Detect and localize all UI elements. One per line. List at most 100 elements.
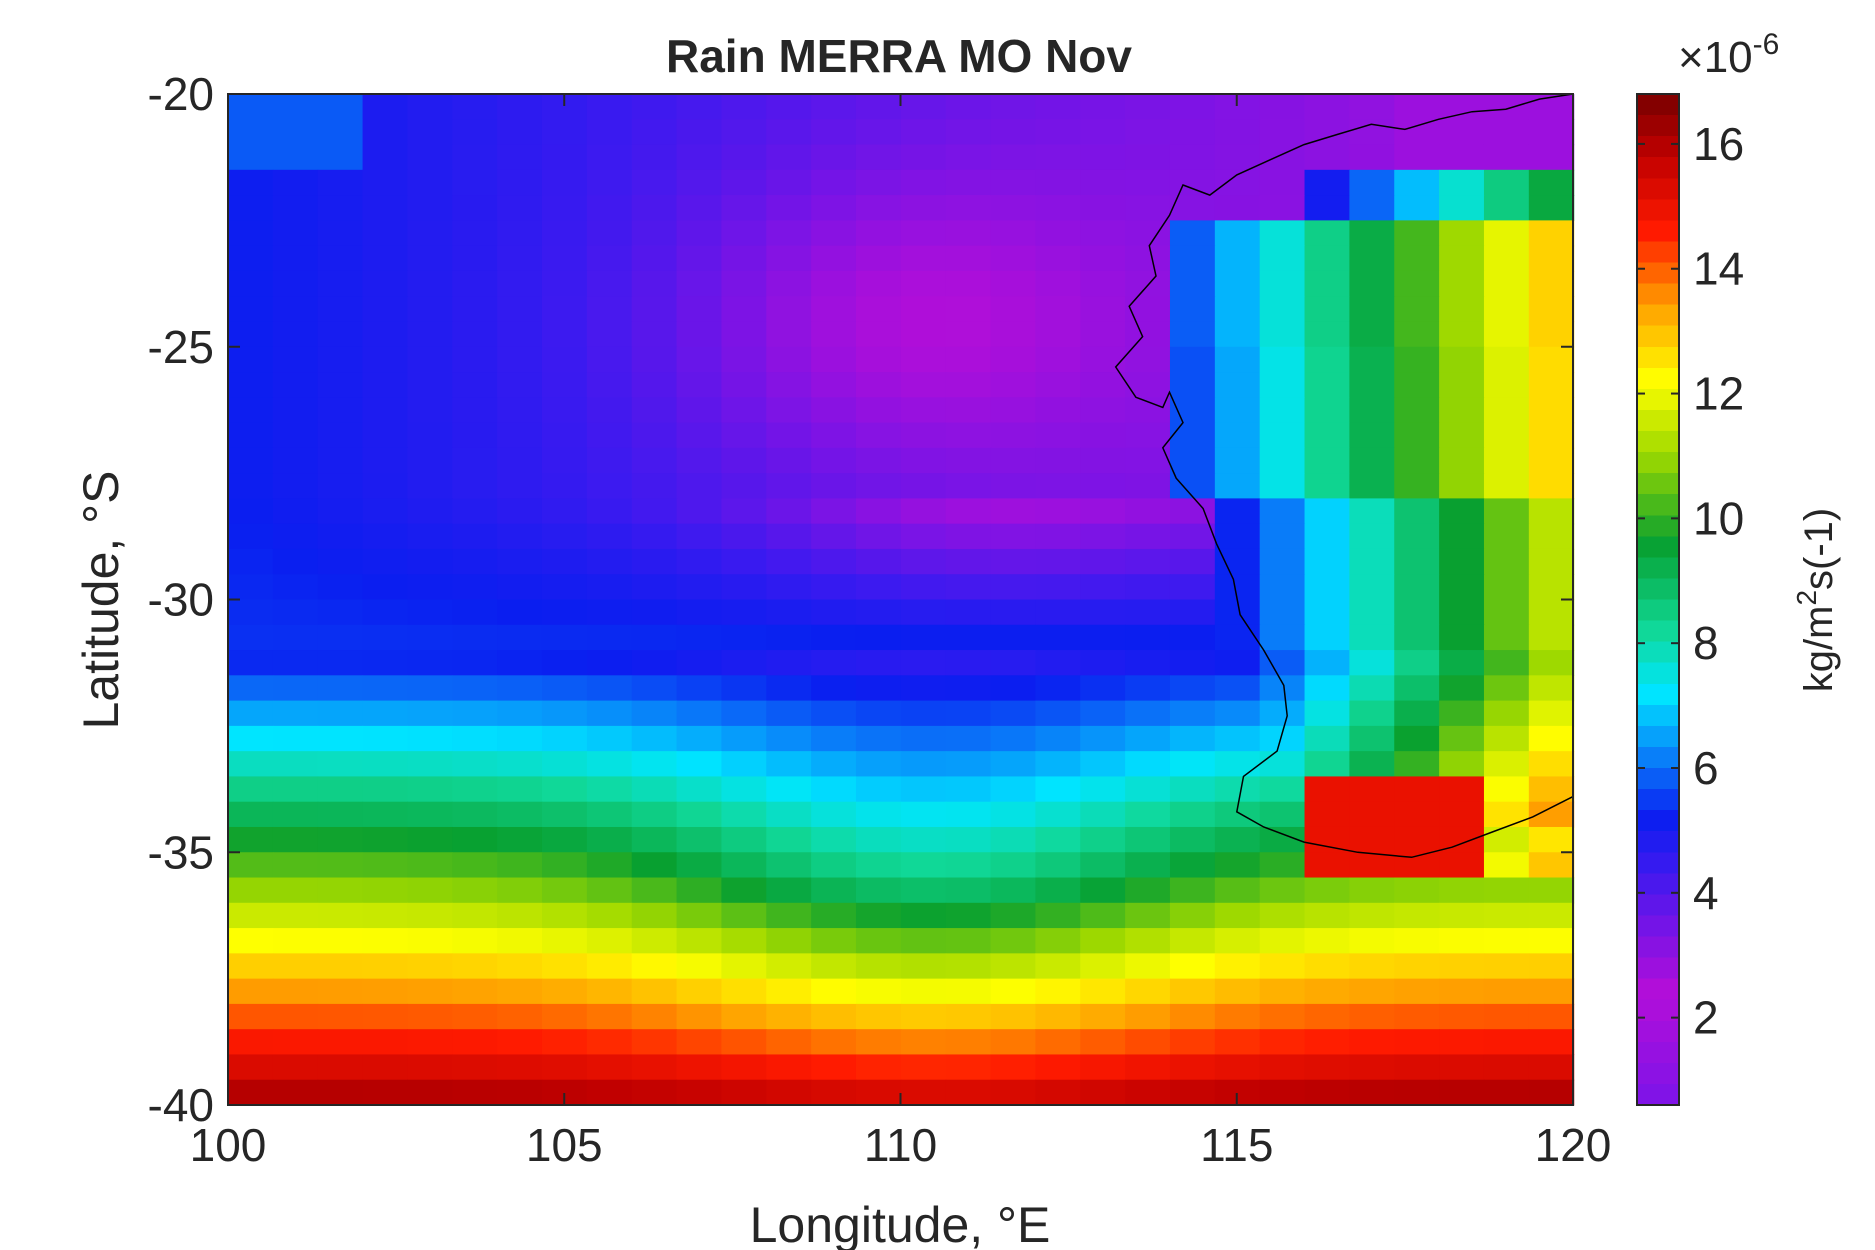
heatmap-cell xyxy=(407,346,453,373)
heatmap-cell xyxy=(1439,928,1485,954)
heatmap-cell xyxy=(1259,346,1306,373)
heatmap-cell xyxy=(541,144,588,171)
heatmap-cell xyxy=(1304,953,1350,980)
heatmap-cell xyxy=(900,372,947,398)
heatmap-cell xyxy=(1394,751,1440,778)
heatmap-cell xyxy=(1439,220,1485,247)
heatmap-cell xyxy=(1349,675,1395,702)
heatmap-cell xyxy=(1349,94,1395,120)
heatmap-cell xyxy=(1439,473,1485,500)
heatmap-cell xyxy=(1035,473,1081,500)
heatmap-cell xyxy=(721,599,767,626)
heatmap-cell xyxy=(766,321,812,348)
chart-title: Rain MERRA MO Nov xyxy=(666,30,1132,82)
heatmap-cell xyxy=(945,776,992,803)
y-tick-label: -30 xyxy=(148,574,214,626)
heatmap-cell xyxy=(1080,700,1126,727)
heatmap-cell xyxy=(1169,776,1216,803)
heatmap-cell xyxy=(1259,801,1306,828)
heatmap-cell xyxy=(452,574,498,601)
heatmap-cell xyxy=(317,498,364,525)
heatmap-cell xyxy=(1304,270,1350,297)
heatmap-cell xyxy=(1394,675,1440,702)
heatmap-cell xyxy=(676,498,722,525)
heatmap-cell xyxy=(317,599,364,626)
heatmap-cell xyxy=(900,473,947,500)
heatmap-cell xyxy=(1214,548,1261,575)
heatmap-cell xyxy=(1080,220,1126,247)
heatmap-cell xyxy=(1259,751,1306,778)
heatmap-cell xyxy=(676,1054,722,1081)
heatmap-cell xyxy=(945,902,992,929)
heatmap-cell xyxy=(362,144,408,171)
heatmap-cell xyxy=(541,650,588,676)
heatmap-cell xyxy=(990,321,1036,348)
x-tick-label: 105 xyxy=(526,1119,603,1171)
heatmap-cell xyxy=(362,473,408,500)
heatmap-cell xyxy=(272,826,319,853)
heatmap-cell xyxy=(766,1054,812,1081)
heatmap-cell xyxy=(1035,220,1081,247)
heatmap-cell xyxy=(1080,94,1126,120)
heatmap-cell xyxy=(855,270,902,297)
heatmap-cell xyxy=(676,624,722,651)
heatmap-cell xyxy=(228,296,274,323)
heatmap-cell xyxy=(1169,650,1216,676)
heatmap-cell xyxy=(1394,195,1440,221)
heatmap-cell xyxy=(631,523,678,550)
heatmap-cell xyxy=(317,548,364,575)
heatmap-cell xyxy=(1080,321,1126,348)
heatmap-cell xyxy=(1394,599,1440,626)
heatmap-cell xyxy=(721,650,767,676)
heatmap-cell xyxy=(1125,473,1171,500)
heatmap-cell xyxy=(1483,1003,1530,1030)
heatmap-cell xyxy=(541,119,588,146)
heatmap-cell xyxy=(228,422,274,449)
heatmap-cell xyxy=(1169,801,1216,828)
heatmap-cell xyxy=(1035,801,1081,828)
heatmap-cell xyxy=(676,751,722,778)
heatmap-cell xyxy=(1169,94,1216,120)
heatmap-cell xyxy=(317,220,364,247)
heatmap-cell xyxy=(631,296,678,323)
heatmap-cell xyxy=(1304,675,1350,702)
heatmap-cell xyxy=(1169,725,1216,752)
heatmap-cell xyxy=(766,548,812,575)
heatmap-cell xyxy=(990,296,1036,323)
heatmap-cell xyxy=(855,346,902,373)
heatmap-cell xyxy=(945,220,992,247)
heatmap-cell xyxy=(1259,422,1306,449)
heatmap-cell xyxy=(452,372,498,398)
heatmap-cell xyxy=(945,1079,992,1106)
heatmap-cell xyxy=(855,978,902,1005)
heatmap-cell xyxy=(1080,195,1126,221)
heatmap-cell xyxy=(317,928,364,954)
heatmap-cell xyxy=(1035,94,1081,120)
heatmap-cell xyxy=(1080,346,1126,373)
heatmap-cell xyxy=(1394,346,1440,373)
heatmap-cell xyxy=(1439,1003,1485,1030)
colorbar-tick-label: 4 xyxy=(1693,867,1719,919)
heatmap-cell xyxy=(1035,321,1081,348)
heatmap-cell xyxy=(766,422,812,449)
heatmap-cell xyxy=(811,902,857,929)
heatmap-cell xyxy=(676,321,722,348)
heatmap-cell xyxy=(676,928,722,954)
heatmap-cell xyxy=(1439,902,1485,929)
heatmap-cell xyxy=(1349,1079,1395,1106)
heatmap-cell xyxy=(1304,245,1350,272)
heatmap-cell xyxy=(945,94,992,120)
heatmap-cell xyxy=(766,346,812,373)
heatmap-cell xyxy=(1394,321,1440,348)
heatmap-cell xyxy=(272,346,319,373)
heatmap-cell xyxy=(1080,928,1126,954)
heatmap-cell xyxy=(1483,776,1530,803)
heatmap-cell xyxy=(541,1003,588,1030)
heatmap-cell xyxy=(900,169,947,196)
heatmap-cell xyxy=(721,953,767,980)
heatmap-cell xyxy=(452,397,498,424)
heatmap-cell xyxy=(855,751,902,778)
heatmap-cell xyxy=(362,397,408,424)
heatmap-cell xyxy=(1259,599,1306,626)
heatmap-cell xyxy=(1349,245,1395,272)
